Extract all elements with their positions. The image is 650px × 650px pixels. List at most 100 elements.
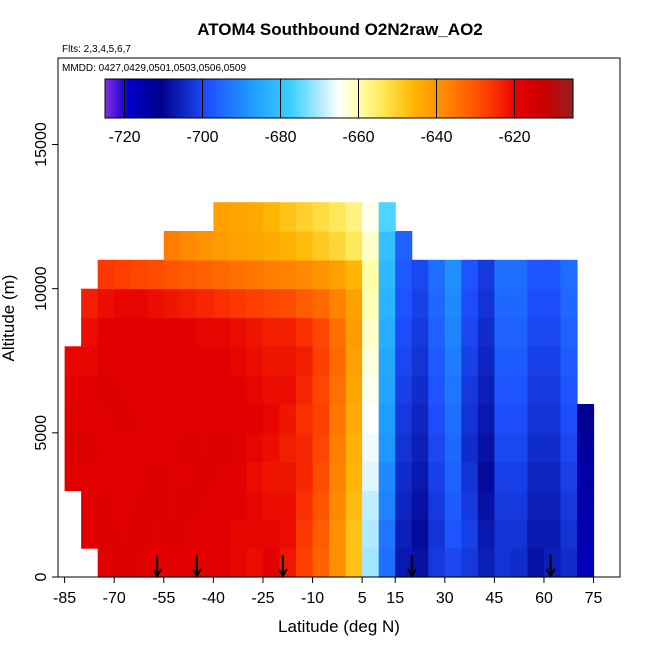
heatmap-cell [378,202,396,232]
heatmap-cell [544,317,562,347]
heatmap-cell [229,404,247,434]
heatmap-cell [263,259,281,290]
heatmap-cell [279,404,297,434]
heatmap-cell [345,346,363,376]
heatmap-cell [147,259,165,290]
heatmap-cell [296,346,314,376]
heatmap-cell [279,519,297,549]
heatmap-cell [279,259,297,290]
heatmap-cell [163,490,181,520]
heatmap-cell [329,461,347,492]
heatmap-cell [246,404,264,434]
heatmap-cell [263,461,281,492]
heatmap-cell [114,317,132,347]
heatmap-cell [362,432,380,463]
heatmap-cell [378,375,396,405]
heatmap-cell [163,231,181,261]
heatmap-cell [296,548,314,578]
heatmap-cell [312,346,330,376]
heatmap-cell [577,461,595,492]
heatmap-cell [97,375,115,405]
heatmap-cell [180,317,198,347]
heatmap-cell [196,375,214,405]
heatmap-cell [180,346,198,376]
heatmap-cell [477,404,495,434]
heatmap-cell [527,346,545,376]
heatmap-cell [229,346,247,376]
heatmap-cell [329,231,347,261]
heatmap-cell [312,288,330,319]
heatmap-cell [577,432,595,463]
heatmap-cell [312,317,330,347]
heatmap-cell [97,519,115,549]
heatmap-cell [312,202,330,232]
heatmap-cell [163,461,181,492]
heatmap-cell [395,490,413,520]
y-axis: 0 5000 10000 15000 [33,122,58,581]
profile-markers [152,555,556,579]
heatmap-cell [196,288,214,319]
heatmap-cell [544,519,562,549]
heatmap-cell [213,490,231,520]
heatmap-cell [196,432,214,463]
x-tick-label: -25 [251,590,274,607]
heatmap-cell [130,490,148,520]
heatmap-cell [81,519,99,549]
heatmap-cell [147,346,165,376]
flights-label: Flts: 2,3,4,5,6,7 [62,44,131,55]
heatmap-cell [163,317,181,347]
heatmap-cell [130,461,148,492]
heatmap-cell [395,346,413,376]
heatmap-cell [246,259,264,290]
y-axis-title: Altitude (m) [0,275,18,362]
heatmap-cell [229,259,247,290]
heatmap-cell [196,404,214,434]
heatmap-cell [180,490,198,520]
heatmap-cell [263,432,281,463]
heatmap-cell [64,375,82,405]
heatmap-cell [395,259,413,290]
x-tick-label: -85 [53,590,76,607]
heatmap-cell [395,375,413,405]
heatmap-cell [130,404,148,434]
heatmap-cell [510,259,528,290]
heatmap-cell [279,202,297,232]
x-tick-label: 30 [436,590,454,607]
heatmap-cell [213,461,231,492]
heatmap-cell [544,288,562,319]
heatmap-cell [64,346,82,376]
heatmap-cell [196,231,214,261]
heatmap-cell [428,432,446,463]
heatmap-cell [477,548,495,578]
x-tick-label: 15 [386,590,404,607]
heatmap-cell [461,288,479,319]
heatmap-cell [362,317,380,347]
heatmap-cell [213,202,231,232]
heatmap-cell [378,259,396,290]
heatmap-cell [130,317,148,347]
heatmap-cell [411,375,429,405]
heatmap-cell [444,461,462,492]
heatmap-cell [477,259,495,290]
heatmap-cell [147,288,165,319]
heatmap-cell [428,317,446,347]
heatmap-cell [477,519,495,549]
heatmap-cell [97,317,115,347]
heatmap-cell [246,346,264,376]
heatmap-cell [527,259,545,290]
heatmap-cell [196,259,214,290]
heatmap-cell [213,317,231,347]
heatmap-cell [263,490,281,520]
heatmap-cell [81,317,99,347]
heatmap-cell [81,432,99,463]
heatmap-cell [411,519,429,549]
heatmap-cell [163,259,181,290]
heatmap-cell [527,432,545,463]
heatmap-cell [577,404,595,434]
heatmap-cell [378,432,396,463]
heatmap-cell [180,461,198,492]
heatmap-cell [81,346,99,376]
heatmap-cell [114,288,132,319]
heatmap-cell [263,317,281,347]
